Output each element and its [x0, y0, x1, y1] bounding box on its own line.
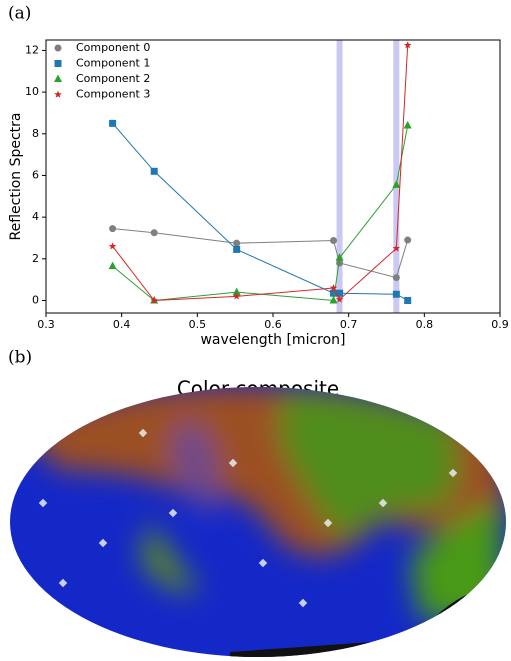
- data-point: [232, 287, 241, 296]
- data-point: [335, 295, 344, 303]
- data-point: [392, 290, 400, 298]
- data-point: [150, 229, 158, 237]
- data-point: [150, 167, 158, 175]
- data-point: [392, 274, 400, 282]
- data-point: [329, 283, 338, 292]
- data-point: [233, 239, 241, 247]
- plot-frame: [45, 39, 501, 314]
- x-axis-label: wavelength [micron]: [200, 332, 345, 348]
- panel-label: (b): [8, 348, 32, 368]
- data-point: [54, 60, 62, 67]
- y-tick-label: 4: [32, 210, 39, 223]
- data-point: [233, 245, 241, 253]
- x-tick-label: 0.3: [37, 318, 55, 331]
- x-tick-label: 0.5: [189, 318, 207, 331]
- highlight-band: [393, 40, 400, 313]
- data-point: [330, 236, 338, 244]
- data-point: [330, 289, 338, 297]
- data-point: [232, 292, 241, 300]
- data-point: [150, 296, 159, 304]
- data-point: [403, 120, 412, 129]
- data-point: [54, 44, 62, 52]
- legend-label: Component 2: [76, 72, 150, 85]
- series-line: [112, 123, 408, 301]
- data-point: [54, 74, 62, 82]
- data-point: [336, 289, 344, 297]
- y-tick-label: 6: [32, 168, 39, 181]
- series-line: [112, 228, 409, 279]
- data-point: [329, 295, 338, 304]
- x-tick-label: 0.7: [340, 318, 358, 331]
- legend-label: Component 1: [76, 57, 150, 70]
- data-point: [404, 236, 412, 244]
- data-point: [54, 90, 62, 98]
- y-tick-label: 8: [32, 127, 39, 140]
- legend-label: Component 0: [76, 41, 150, 54]
- y-tick-label: 2: [32, 252, 39, 265]
- x-tick-label: 0.8: [416, 318, 434, 331]
- x-tick-label: 0.4: [113, 318, 131, 331]
- data-point: [335, 253, 344, 261]
- y-tick-label: 12: [25, 43, 39, 56]
- series-line: [112, 125, 409, 302]
- data-point: [109, 119, 117, 127]
- data-point: [404, 296, 412, 304]
- data-point: [392, 180, 401, 188]
- x-tick-label: 0.9: [491, 318, 509, 331]
- y-tick-label: 0: [32, 293, 39, 306]
- data-point: [109, 225, 117, 233]
- panel-label: (a): [8, 4, 31, 24]
- legend-label: Component 3: [76, 88, 150, 101]
- data-point: [392, 244, 401, 252]
- data-point: [336, 259, 344, 267]
- data-point: [108, 242, 117, 250]
- highlight-band: [336, 40, 343, 313]
- x-tick-label: 0.6: [264, 318, 282, 331]
- sky-map: [10, 387, 506, 657]
- data-point: [403, 41, 412, 49]
- data-point: [108, 261, 117, 270]
- y-axis-label: Reflection Spectra: [8, 112, 24, 240]
- y-tick-label: 10: [25, 85, 39, 98]
